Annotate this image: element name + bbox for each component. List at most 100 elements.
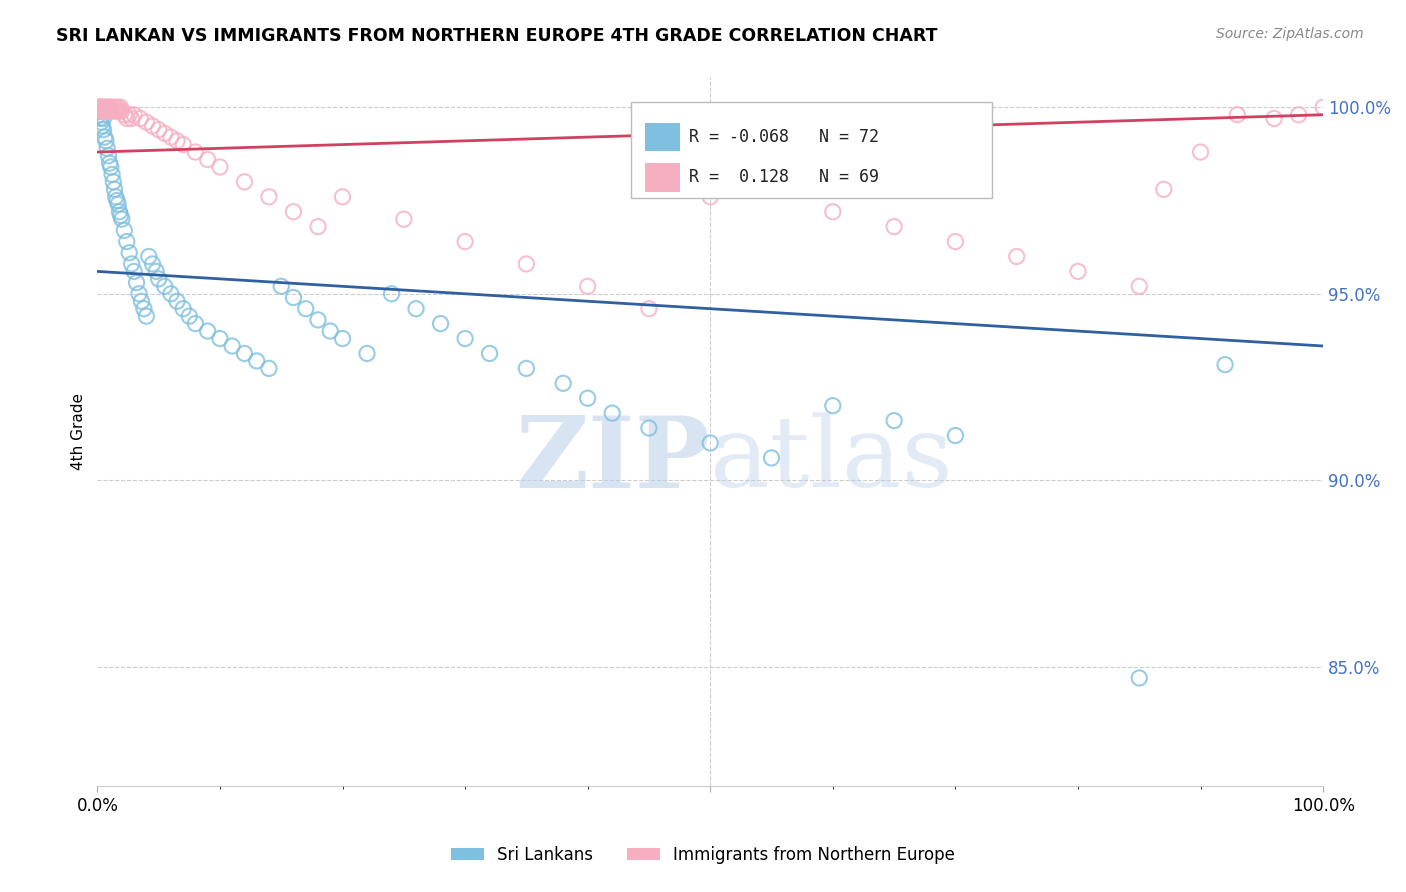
Point [93,122,115,136]
Point [103,100,125,114]
Point [392,212,415,227]
Point [478,346,501,360]
Point [600,406,623,420]
Point [108,103,131,118]
Point [429,317,451,331]
Bar [645,123,679,152]
Point [283,204,305,219]
Point [87,108,110,122]
Point [307,313,329,327]
Point [699,436,721,450]
Point [90,103,112,118]
Point [148,272,170,286]
Point [91,100,114,114]
Point [294,301,316,316]
Point [111,212,134,227]
Point [135,115,157,129]
Point [115,235,138,249]
Point [90,100,112,114]
Point [1067,264,1090,278]
Point [233,346,256,360]
Y-axis label: 4th Grade: 4th Grade [72,393,86,470]
Point [319,324,342,338]
Point [1213,358,1236,372]
Point [131,294,153,309]
Point [111,103,134,118]
Legend: Sri Lankans, Immigrants from Northern Europe: Sri Lankans, Immigrants from Northern Eu… [444,839,962,871]
Point [97,100,120,114]
Point [883,414,905,428]
Point [184,145,207,159]
Text: ZIP: ZIP [516,411,710,508]
Point [105,194,128,208]
Point [515,257,537,271]
Point [160,130,183,145]
Point [93,103,115,118]
Point [945,235,967,249]
Point [257,190,280,204]
Point [132,301,155,316]
Point [110,100,132,114]
Point [112,223,135,237]
Point [380,286,402,301]
Point [208,160,231,174]
Point [172,137,194,152]
Point [148,122,170,136]
Point [184,317,207,331]
Point [107,100,129,114]
Point [945,428,967,442]
Point [122,108,145,122]
Point [129,112,152,126]
Point [93,100,115,114]
Point [87,100,110,114]
Point [89,100,111,114]
Point [122,264,145,278]
Point [101,103,124,118]
Point [103,182,125,196]
Point [121,257,143,271]
Point [172,301,194,316]
Point [100,160,122,174]
Point [89,112,111,126]
Point [515,361,537,376]
Point [115,112,138,126]
Point [553,376,575,391]
Point [87,100,110,114]
Point [405,301,427,316]
Point [145,264,167,278]
Point [107,197,129,211]
Point [125,276,148,290]
Point [93,103,115,118]
Point [1128,279,1150,293]
Point [93,130,115,145]
Point [699,190,721,204]
Point [135,309,157,323]
Point [454,235,477,249]
Point [100,100,122,114]
Point [98,100,121,114]
Point [104,190,127,204]
Point [121,112,143,126]
Point [454,332,477,346]
Point [307,219,329,234]
Point [1128,671,1150,685]
Point [233,175,256,189]
Point [91,119,114,133]
Point [94,103,117,118]
Text: R = -0.068   N = 72: R = -0.068 N = 72 [689,128,879,146]
Point [87,103,110,118]
Point [94,134,117,148]
Point [108,204,131,219]
Point [638,421,661,435]
Point [179,309,201,323]
Point [141,257,163,271]
Point [1263,112,1285,126]
Point [208,332,231,346]
Point [576,391,599,405]
Point [96,100,118,114]
Point [332,332,354,346]
Point [356,346,378,360]
Point [104,100,127,114]
Point [89,103,111,118]
Text: SRI LANKAN VS IMMIGRANTS FROM NORTHERN EUROPE 4TH GRADE CORRELATION CHART: SRI LANKAN VS IMMIGRANTS FROM NORTHERN E… [56,27,938,45]
